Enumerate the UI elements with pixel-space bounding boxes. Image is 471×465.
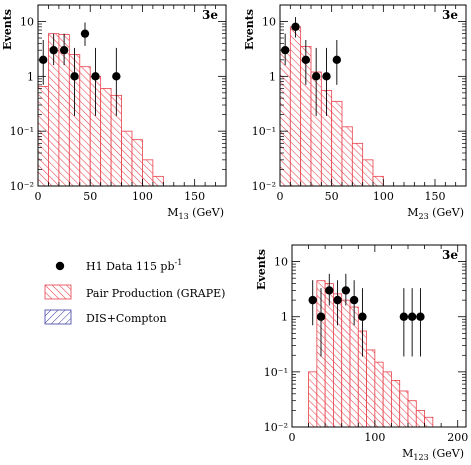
y-tick-label: 1 <box>27 70 34 83</box>
histogram-bar <box>366 349 376 428</box>
data-point <box>416 312 425 321</box>
data-point <box>91 72 100 81</box>
x-axis-label: M23 (GeV) <box>407 206 464 221</box>
x-tick-label: 150 <box>184 190 205 203</box>
x-tick-label: 50 <box>83 190 97 203</box>
y-tick-label: 10⁻² <box>252 180 276 193</box>
histogram-bar <box>79 66 91 187</box>
data-point <box>39 55 48 65</box>
y-tick-label: 10⁻¹ <box>10 125 34 138</box>
x-tick-label: 0 <box>35 190 42 203</box>
x-tick-label: 0 <box>277 190 284 203</box>
data-point <box>80 29 90 38</box>
y-tick-label: 10⁻¹ <box>264 366 288 379</box>
histogram-bar <box>351 142 364 187</box>
m13-panel: 0 50 100 150 10 1 10⁻¹ 10⁻² 3e Events M13 (GeV) <box>1 4 227 221</box>
y-axis-label: Events <box>255 249 268 290</box>
y-tick-label: 10 <box>20 16 34 29</box>
data-point <box>311 72 321 81</box>
histogram-bar <box>399 390 409 428</box>
legend-data-label: H1 Data 115 pb-1 <box>86 258 182 273</box>
legend-dis-swatch <box>44 309 72 325</box>
x-tick-label: 0 <box>289 431 296 444</box>
m123-panel: 0 100 200 10 1 10⁻¹ 10⁻² 3e Events M123 (GeV) <box>255 244 468 462</box>
x-axis-label: M123 (GeV) <box>402 447 464 462</box>
data-point <box>349 295 359 305</box>
plot-frame <box>291 244 467 428</box>
data-point <box>308 295 317 305</box>
histogram-bar <box>142 159 154 187</box>
y-tick-label: 10 <box>262 16 276 29</box>
m23-panel: 0 50 100 150 10 1 10⁻¹ 10⁻² 3e Events M23 (GeV) <box>243 4 467 221</box>
legend-data-marker <box>55 261 65 271</box>
histogram-bar <box>374 361 384 428</box>
y-tick-label: 10 <box>274 256 288 269</box>
y-tick-label: 1 <box>269 70 276 83</box>
histogram-bar <box>308 371 318 428</box>
data-point <box>325 286 334 295</box>
data-point <box>280 45 290 55</box>
histogram-bar <box>362 159 374 187</box>
legend: H1 Data 115 pb-1 Pair Production (GRAPE)… <box>44 258 225 325</box>
x-tick-label: 100 <box>132 190 153 203</box>
histogram-bar <box>415 410 425 428</box>
x-tick-label: 100 <box>373 190 394 203</box>
data-point <box>341 286 351 295</box>
histogram-bar <box>279 49 291 187</box>
histogram-bar <box>131 139 143 187</box>
histogram-bar <box>341 299 351 428</box>
data-point <box>333 295 342 305</box>
histogram-bar <box>424 416 434 428</box>
x-axis-label: M13 (GeV) <box>167 206 224 221</box>
x-tick-label: 150 <box>425 190 446 203</box>
panel-tag: 3e <box>442 8 458 22</box>
data-point <box>49 45 58 55</box>
y-axis-label: Events <box>1 9 14 50</box>
x-tick-label: 50 <box>325 190 339 203</box>
histogram-bar <box>331 100 343 187</box>
histogram-bar <box>391 380 401 428</box>
data-point <box>322 72 331 81</box>
x-tick-label: 200 <box>447 431 468 444</box>
x-tick-label: 100 <box>364 431 385 444</box>
y-tick-label: 10⁻² <box>10 180 34 193</box>
histogram-bar <box>382 371 392 428</box>
data-point <box>316 312 326 321</box>
data-point <box>399 312 409 321</box>
data-point <box>112 72 121 81</box>
data-point <box>332 55 342 65</box>
data-point <box>291 22 300 32</box>
y-tick-label: 10⁻¹ <box>252 125 276 138</box>
y-tick-label: 1 <box>281 311 288 324</box>
data-point <box>59 45 69 55</box>
histogram-bar <box>100 88 112 187</box>
legend-dis-label: DIS+Compton <box>86 312 167 325</box>
histogram-bar <box>289 26 302 187</box>
histogram-bar <box>121 130 133 187</box>
data-point <box>358 312 367 321</box>
legend-pair-label: Pair Production (GRAPE) <box>86 287 225 300</box>
legend-pair-swatch <box>44 284 72 300</box>
data-point <box>70 72 79 81</box>
panel-tag: 3e <box>442 248 458 262</box>
histogram-bar <box>407 400 417 428</box>
y-tick-label: 10⁻² <box>264 421 288 434</box>
histogram-bar <box>341 126 353 187</box>
y-axis-label: Events <box>243 9 256 50</box>
data-point <box>407 312 417 321</box>
data-point <box>301 55 311 65</box>
panel-tag: 3e <box>202 8 218 22</box>
histogram-bar <box>372 175 384 187</box>
histogram-bar <box>152 175 164 187</box>
